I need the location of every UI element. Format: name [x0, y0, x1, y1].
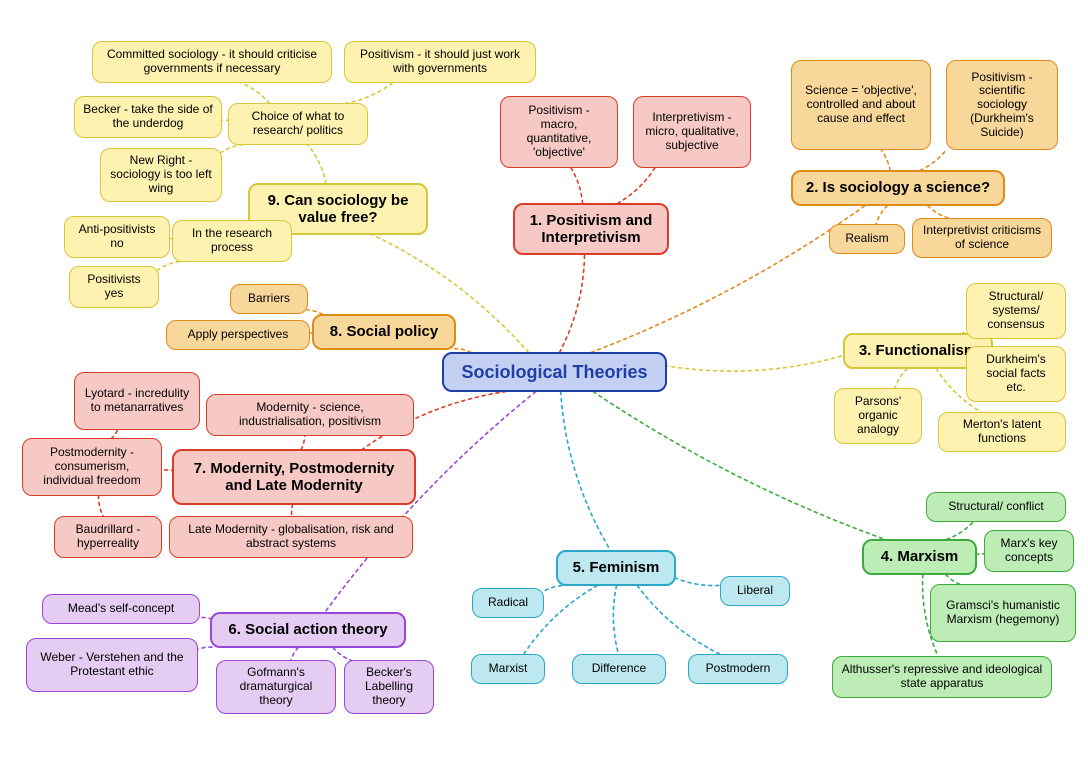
leaf-node-b6c3: Gofmann's dramaturgical theory: [216, 660, 336, 714]
leaf-node-b6c1-label: Mead's self-concept: [68, 602, 174, 616]
leaf-node-b3c1-label: Structural/ systems/ consensus: [975, 290, 1057, 331]
leaf-node-b3c3: Parsons' organic analogy: [834, 388, 922, 444]
leaf-node-b5c2-label: Liberal: [737, 584, 773, 598]
leaf-node-b7c3a: Lyotard - incredulity to metanarratives: [74, 372, 200, 430]
leaf-node-b3c3-label: Parsons' organic analogy: [843, 395, 913, 436]
leaf-node-b1c1-label: Positivism - macro, quantitative, 'objec…: [509, 104, 609, 159]
leaf-node-b2c2-label: Positivism - scientific sociology (Durkh…: [955, 71, 1049, 140]
center-node: Sociological Theories: [442, 352, 667, 392]
leaf-node-b9c2b: Positivists yes: [69, 266, 159, 308]
leaf-node-b9c1a: Committed sociology - it should criticis…: [92, 41, 332, 83]
leaf-node-b2c4: Interpretivist criticisms of science: [912, 218, 1052, 258]
leaf-node-b6c4-label: Becker's Labelling theory: [353, 666, 425, 707]
leaf-node-b4c3-label: Gramsci's humanistic Marxism (hegemony): [939, 599, 1067, 627]
leaf-node-b3c2: Durkheim's social facts etc.: [966, 346, 1066, 402]
leaf-node-b5c1: Radical: [472, 588, 544, 618]
leaf-node-b9c2: In the research process: [172, 220, 292, 262]
branch-node-b8-label: 8. Social policy: [330, 323, 438, 340]
leaf-node-b8c1-label: Barriers: [248, 292, 290, 306]
leaf-node-b7c3b: Baudrillard - hyperreality: [54, 516, 162, 558]
leaf-node-b9c1d: New Right - sociology is too left wing: [100, 148, 222, 202]
leaf-node-b1c2: Interpretivism - micro, qualitative, sub…: [633, 96, 751, 168]
branch-node-b3-label: 3. Functionalism: [859, 342, 977, 359]
leaf-node-b9c2b-label: Positivists yes: [78, 273, 150, 301]
leaf-node-b1c2-label: Interpretivism - micro, qualitative, sub…: [642, 111, 742, 152]
leaf-node-b7c3-label: Postmodernity - consumerism, individual …: [31, 446, 153, 487]
branch-node-b8: 8. Social policy: [312, 314, 456, 350]
branch-node-b1-label: 1. Positivism and Interpretivism: [523, 212, 659, 247]
leaf-node-b1c1: Positivism - macro, quantitative, 'objec…: [500, 96, 618, 168]
leaf-node-b2c4-label: Interpretivist criticisms of science: [921, 224, 1043, 252]
leaf-node-b5c3: Marxist: [471, 654, 545, 684]
leaf-node-b9c1c: Becker - take the side of the underdog: [74, 96, 222, 138]
leaf-node-b6c1: Mead's self-concept: [42, 594, 200, 624]
leaf-node-b6c3-label: Gofmann's dramaturgical theory: [225, 666, 327, 707]
leaf-node-b4c2: Marx's key concepts: [984, 530, 1074, 572]
leaf-node-b3c4-label: Merton's latent functions: [947, 418, 1057, 446]
leaf-node-b9c2-label: In the research process: [181, 227, 283, 255]
leaf-node-b9c2a-label: Anti-positivists no: [73, 223, 161, 251]
center-node-label: Sociological Theories: [461, 362, 647, 383]
branch-node-b7: 7. Modernity, Postmodernity and Late Mod…: [172, 449, 416, 505]
leaf-node-b8c1: Barriers: [230, 284, 308, 314]
leaf-node-b9c2a: Anti-positivists no: [64, 216, 170, 258]
leaf-node-b9c1b-label: Positivism - it should just work with go…: [353, 48, 527, 76]
leaf-node-b5c4: Difference: [572, 654, 666, 684]
leaf-node-b3c2-label: Durkheim's social facts etc.: [975, 353, 1057, 394]
leaf-node-b6c2: Weber - Verstehen and the Protestant eth…: [26, 638, 198, 692]
leaf-node-b4c3: Gramsci's humanistic Marxism (hegemony): [930, 584, 1076, 642]
leaf-node-b7c1: Modernity - science, industrialisation, …: [206, 394, 414, 436]
branch-node-b2: 2. Is sociology a science?: [791, 170, 1005, 206]
leaf-node-b2c3-label: Realism: [845, 232, 888, 246]
leaf-node-b9c1-label: Choice of what to research/ politics: [237, 110, 359, 138]
leaf-node-b7c3: Postmodernity - consumerism, individual …: [22, 438, 162, 496]
leaf-node-b4c1: Structural/ conflict: [926, 492, 1066, 522]
leaf-node-b4c4-label: Althusser's repressive and ideological s…: [841, 663, 1043, 691]
leaf-node-b9c1a-label: Committed sociology - it should criticis…: [101, 48, 323, 76]
leaf-node-b4c4: Althusser's repressive and ideological s…: [832, 656, 1052, 698]
leaf-node-b2c1-label: Science = 'objective', controlled and ab…: [800, 84, 922, 125]
branch-node-b6-label: 6. Social action theory: [228, 621, 387, 638]
leaf-node-b2c3: Realism: [829, 224, 905, 254]
leaf-node-b8c2-label: Apply perspectives: [188, 328, 289, 342]
leaf-node-b6c4: Becker's Labelling theory: [344, 660, 434, 714]
branch-node-b1: 1. Positivism and Interpretivism: [513, 203, 669, 255]
branch-node-b2-label: 2. Is sociology a science?: [806, 179, 990, 196]
leaf-node-b7c1-label: Modernity - science, industrialisation, …: [215, 401, 405, 429]
leaf-node-b6c2-label: Weber - Verstehen and the Protestant eth…: [35, 651, 189, 679]
leaf-node-b3c1: Structural/ systems/ consensus: [966, 283, 1066, 339]
leaf-node-b9c1c-label: Becker - take the side of the underdog: [83, 103, 213, 131]
leaf-node-b2c2: Positivism - scientific sociology (Durkh…: [946, 60, 1058, 150]
branch-node-b6: 6. Social action theory: [210, 612, 406, 648]
branch-node-b7-label: 7. Modernity, Postmodernity and Late Mod…: [182, 460, 406, 495]
leaf-node-b9c1: Choice of what to research/ politics: [228, 103, 368, 145]
leaf-node-b5c3-label: Marxist: [489, 662, 528, 676]
leaf-node-b2c1: Science = 'objective', controlled and ab…: [791, 60, 931, 150]
branch-node-b4: 4. Marxism: [862, 539, 977, 575]
leaf-node-b7c2: Late Modernity - globalisation, risk and…: [169, 516, 413, 558]
leaf-node-b4c2-label: Marx's key concepts: [993, 537, 1065, 565]
branch-node-b4-label: 4. Marxism: [881, 548, 959, 565]
leaf-node-b7c3a-label: Lyotard - incredulity to metanarratives: [83, 387, 191, 415]
leaf-node-b5c1-label: Radical: [488, 596, 528, 610]
leaf-node-b7c2-label: Late Modernity - globalisation, risk and…: [178, 523, 404, 551]
branch-node-b5-label: 5. Feminism: [573, 559, 660, 576]
leaf-node-b7c3b-label: Baudrillard - hyperreality: [63, 523, 153, 551]
leaf-node-b5c5: Postmodern: [688, 654, 788, 684]
leaf-node-b9c1b: Positivism - it should just work with go…: [344, 41, 536, 83]
leaf-node-b9c1d-label: New Right - sociology is too left wing: [109, 154, 213, 195]
leaf-node-b3c4: Merton's latent functions: [938, 412, 1066, 452]
leaf-node-b8c2: Apply perspectives: [166, 320, 310, 350]
leaf-node-b5c4-label: Difference: [592, 662, 646, 676]
leaf-node-b4c1-label: Structural/ conflict: [948, 500, 1043, 514]
leaf-node-b5c2: Liberal: [720, 576, 790, 606]
mindmap-canvas: Sociological Theories 1. Positivism and I…: [0, 0, 1088, 760]
branch-node-b5: 5. Feminism: [556, 550, 676, 586]
leaf-node-b5c5-label: Postmodern: [706, 662, 771, 676]
